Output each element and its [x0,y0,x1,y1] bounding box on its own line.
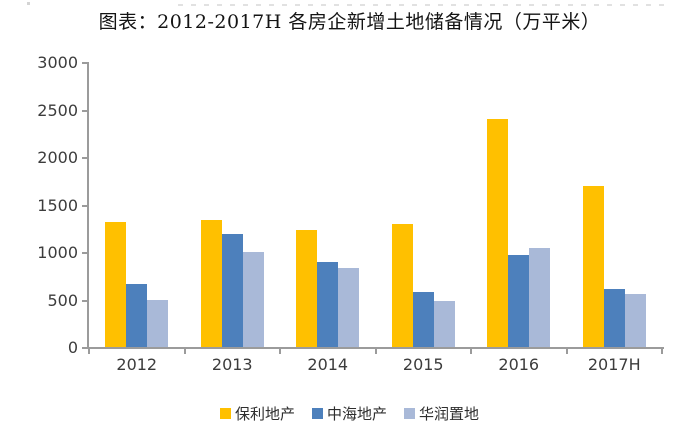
y-tick-mark [82,204,87,207]
bar-华润置地-2012 [147,300,169,347]
legend-label: 中海地产 [326,405,387,423]
y-tick-mark [82,252,87,254]
legend-swatch-icon [404,408,415,419]
x-tick-label: 2016 [498,355,540,374]
bar-中海地产-2017H [603,289,625,347]
bar-group-2017H [582,62,646,347]
x-tick-mark [279,349,281,354]
x-tick-label: 2015 [402,355,444,374]
y-tick-label: 500 [47,290,78,310]
x-tick-mark [565,349,568,354]
legend: 保利地产 中海地产 华润置地 [0,403,699,424]
bar-华润置地-2014 [338,268,360,347]
legend-item-保利地产: 保利地产 [219,403,295,424]
legend-label: 保利地产 [234,405,295,423]
y-tick-label: 2000 [37,148,78,167]
bar-华润置地-2013 [242,252,264,347]
bar-保利地产-2015 [391,223,413,347]
x-tick-label: 2017H [587,355,641,374]
bar-保利地产-2013 [200,219,222,347]
x-tick-label: 2014 [307,355,349,374]
x-axis-line [87,347,664,349]
legend-swatch-icon [219,408,231,419]
x-tick-mark [183,349,186,354]
y-tick-mark [82,109,87,112]
y-tick-mark [82,62,87,64]
y-tick-mark [82,347,87,349]
plot-area [89,62,662,347]
y-tick-mark [82,299,87,302]
legend-item-华润置地: 华润置地 [404,403,479,424]
bar-group-2016 [487,62,551,347]
x-tick-label: 2012 [116,355,158,374]
cropped-text-artifact [178,4,668,6]
bar-中海地产-2015 [412,292,434,347]
legend-swatch-icon [311,408,323,419]
bar-group-2012 [105,62,169,347]
y-tick-label: 0 [67,338,78,357]
bar-中海地产-2014 [317,261,339,347]
bar-保利地产-2016 [487,119,509,347]
y-tick-mark [82,157,87,159]
bar-保利地产-2014 [296,230,318,347]
cropped-text-artifact-dot [27,2,30,5]
bar-华润置地-2015 [433,300,455,347]
y-tick-label: 1000 [37,243,78,262]
bar-group-2015 [391,62,455,347]
x-tick-label: 2013 [211,355,253,374]
bar-group-2013 [200,62,264,347]
x-tick-mark [470,349,472,354]
x-tick-mark [661,349,663,354]
bar-保利地产-2017H [582,186,604,347]
bar-保利地产-2012 [105,221,127,347]
bar-中海地产-2013 [221,233,243,347]
chart-title: 图表：2012-2017H 各房企新增土地储备情况（万平米） [98,11,601,33]
x-tick-mark [374,349,377,354]
x-tick-mark [88,349,90,354]
y-tick-label: 1500 [37,195,78,215]
bar-华润置地-2016 [529,248,551,347]
bar-华润置地-2017H [624,293,646,347]
bar-中海地产-2016 [508,255,530,347]
bar-group-2014 [296,62,360,347]
legend-item-中海地产: 中海地产 [311,403,387,424]
y-tick-label: 3000 [37,53,78,72]
y-tick-label: 2500 [37,100,78,120]
y-axis-line [87,62,89,349]
bar-中海地产-2012 [126,284,148,347]
legend-label: 华润置地 [419,405,480,423]
